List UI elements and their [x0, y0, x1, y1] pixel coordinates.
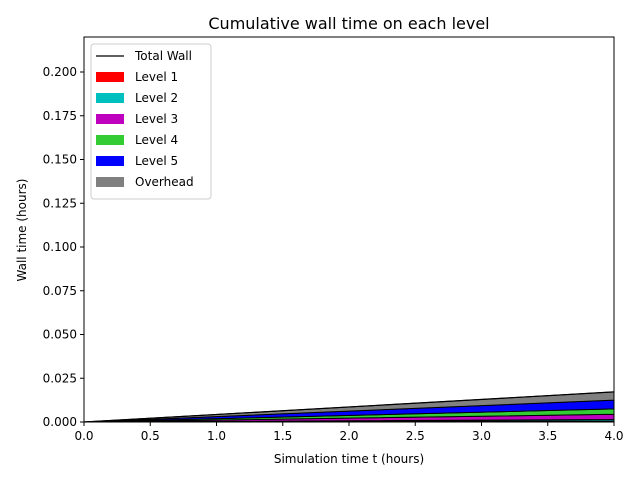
y-tick-label: 0.125 — [43, 196, 77, 210]
legend-label: Level 3 — [135, 112, 178, 126]
x-tick-label: 4.0 — [604, 429, 623, 443]
x-tick-label: 0.0 — [74, 429, 93, 443]
plot-frame — [83, 36, 615, 423]
x-tick-label: 1.5 — [273, 429, 292, 443]
y-tick-label: 0.050 — [43, 328, 77, 342]
legend-label: Level 4 — [135, 133, 178, 147]
legend-swatch — [96, 72, 124, 82]
legend-swatch — [96, 156, 124, 166]
x-tick-label: 3.5 — [538, 429, 557, 443]
y-axis-ticks: 0.000 0.025 0.050 0.075 0.100 0.125 0.150 0.175… — [43, 65, 84, 429]
legend-label: Total Wall — [134, 49, 192, 63]
x-axis-label: Simulation time t (hours) — [274, 452, 424, 466]
y-tick-label: 0.025 — [43, 371, 77, 385]
legend-label: Level 5 — [135, 154, 178, 168]
x-tick-label: 0.5 — [141, 429, 160, 443]
chart-title: Cumulative wall time on each level — [208, 14, 489, 33]
y-tick-label: 0.200 — [43, 65, 77, 79]
legend: Total Wall Level 1 Level 2 Level 3 Level 4 Le… — [90, 43, 212, 200]
x-tick-label: 2.5 — [406, 429, 425, 443]
y-tick-label: 0.150 — [43, 153, 77, 167]
legend-swatch — [96, 177, 124, 187]
y-tick-label: 0.075 — [43, 284, 77, 298]
y-tick-label: 0.000 — [43, 415, 77, 429]
y-axis-label: Wall time (hours) — [15, 179, 29, 282]
x-tick-label: 3.0 — [472, 429, 491, 443]
legend-swatch — [96, 114, 124, 124]
legend-label: Overhead — [135, 175, 194, 189]
legend-swatch — [96, 135, 124, 145]
x-axis-ticks: 0.0 0.5 1.0 1.5 2.0 2.5 3.0 3.5 4.0 — [74, 422, 624, 443]
total-wall-line — [83, 391, 615, 423]
x-tick-label: 1.0 — [207, 429, 226, 443]
legend-label: Level 2 — [135, 91, 178, 105]
legend-label: Level 1 — [135, 70, 178, 84]
x-tick-label: 2.0 — [339, 429, 358, 443]
y-tick-label: 0.175 — [43, 109, 77, 123]
legend-swatch — [96, 93, 124, 103]
y-tick-label: 0.100 — [43, 240, 77, 254]
